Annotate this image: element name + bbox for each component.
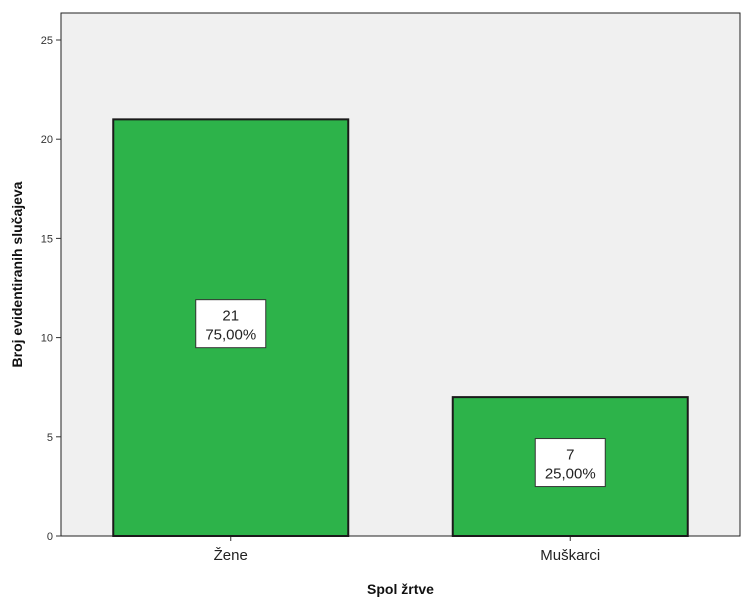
x-tick-label: Žene [214, 547, 248, 564]
data-labels: 21 75,00% 7 25,00% [195, 299, 606, 488]
y-axis-title: Broj evidentiranih slučajeva [9, 181, 25, 367]
y-tick-label: 25 [41, 35, 53, 47]
data-label-box [534, 438, 606, 488]
y-tick-label: 15 [41, 233, 53, 245]
y-axis: 0 5 10 15 20 25 [41, 35, 61, 543]
data-label-box [195, 299, 267, 349]
y-tick-label: 20 [41, 134, 53, 146]
data-label-count: 21 [222, 308, 239, 325]
y-tick-label: 0 [47, 531, 53, 543]
x-axis-title: Spol žrtve [367, 581, 434, 597]
data-label-percent: 75,00% [205, 327, 256, 344]
y-tick-label: 10 [41, 333, 53, 345]
x-axis: Žene Muškarci [214, 536, 600, 564]
x-tick-label: Muškarci [540, 547, 600, 564]
data-label-percent: 25,00% [545, 466, 596, 483]
y-tick-label: 5 [47, 432, 53, 444]
data-label-count: 7 [566, 447, 574, 464]
